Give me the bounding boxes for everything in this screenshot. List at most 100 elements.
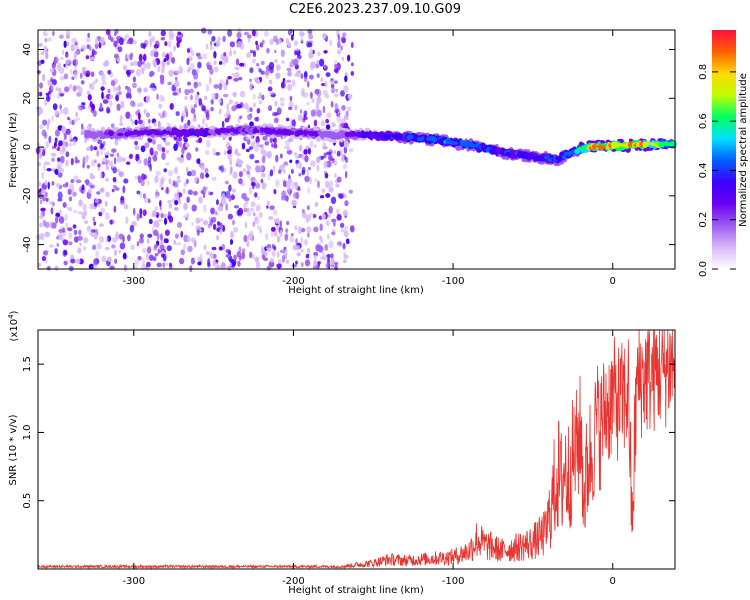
noise-speckle	[53, 56, 57, 65]
noise-speckle	[50, 207, 54, 215]
noise-speckle	[42, 119, 48, 126]
noise-speckle	[92, 244, 97, 250]
noise-speckle	[298, 145, 302, 152]
noise-speckle	[231, 188, 237, 193]
noise-speckle	[278, 169, 282, 175]
spectrogram-x-axis-label: Height of straight line (km)	[288, 285, 424, 296]
noise-speckle	[146, 261, 151, 268]
noise-speckle	[229, 231, 234, 239]
noise-speckle	[129, 93, 132, 100]
noise-speckle	[250, 142, 255, 148]
noise-speckle	[167, 200, 172, 204]
noise-speckle	[54, 169, 59, 174]
noise-speckle	[90, 232, 94, 238]
noise-speckle	[335, 183, 340, 188]
noise-speckle	[38, 181, 42, 187]
noise-speckle	[301, 227, 306, 233]
noise-speckle	[258, 164, 264, 172]
noise-speckle	[152, 229, 159, 236]
noise-speckle	[235, 58, 240, 66]
noise-speckle	[187, 245, 193, 253]
noise-speckle	[154, 150, 159, 156]
noise-speckle	[113, 205, 117, 213]
noise-speckle	[112, 85, 116, 93]
noise-speckle	[86, 44, 90, 50]
noise-speckle	[47, 181, 50, 190]
noise-speckle	[343, 140, 350, 148]
noise-speckle	[111, 244, 116, 249]
noise-speckle	[51, 202, 56, 207]
noise-speckle	[266, 243, 272, 249]
noise-speckle	[183, 181, 187, 187]
noise-speckle	[38, 107, 43, 115]
snr-frame	[37, 329, 676, 570]
noise-speckle	[297, 114, 303, 122]
spectrogram-y-axis-label: Frequency (Hz)	[8, 112, 19, 188]
noise-speckle	[61, 49, 65, 56]
noise-speckle	[227, 213, 233, 220]
noise-speckle	[330, 196, 337, 205]
noise-speckle	[151, 87, 156, 92]
noise-speckle	[335, 88, 339, 93]
noise-speckle	[303, 148, 308, 155]
noise-speckle	[252, 93, 256, 100]
noise-speckle	[227, 152, 233, 160]
noise-speckle	[250, 181, 256, 187]
noise-speckle	[236, 250, 242, 258]
noise-speckle	[186, 57, 190, 66]
noise-speckle	[72, 138, 77, 146]
noise-speckle	[285, 195, 289, 202]
noise-speckle	[271, 250, 276, 257]
noise-speckle	[228, 99, 233, 105]
noise-speckle	[71, 37, 77, 44]
noise-speckle	[145, 95, 151, 103]
noise-speckle	[286, 79, 292, 83]
noise-speckle	[195, 147, 199, 152]
noise-speckle	[343, 259, 347, 264]
noise-speckle	[256, 62, 260, 67]
noise-speckle	[105, 28, 111, 36]
noise-speckle	[51, 157, 55, 162]
noise-speckle	[110, 123, 115, 129]
noise-speckle	[340, 90, 345, 97]
noise-speckle	[126, 40, 130, 45]
noise-speckle	[64, 53, 69, 59]
noise-speckle	[305, 214, 311, 222]
noise-speckle	[162, 213, 167, 218]
noise-speckle	[310, 109, 316, 117]
noise-speckle	[295, 245, 301, 251]
noise-speckle	[139, 208, 143, 216]
noise-speckle	[284, 233, 289, 241]
noise-speckle	[184, 96, 188, 101]
noise-speckle	[256, 196, 260, 200]
noise-speckle	[343, 252, 347, 257]
noise-speckle	[38, 151, 43, 160]
noise-speckle	[65, 221, 69, 230]
noise-speckle	[242, 168, 247, 173]
noise-speckle	[284, 139, 291, 146]
noise-speckle	[156, 143, 163, 151]
noise-speckle	[209, 40, 213, 46]
noise-speckle	[100, 86, 105, 91]
noise-speckle	[37, 262, 42, 268]
noise-speckle	[172, 92, 178, 96]
noise-speckle	[94, 43, 99, 50]
noise-speckle	[309, 176, 312, 185]
noise-speckle	[58, 236, 62, 240]
noise-speckle	[136, 213, 140, 221]
noise-speckle	[68, 196, 73, 202]
noise-speckle	[339, 222, 345, 229]
noise-speckle	[111, 148, 117, 153]
noise-speckle	[99, 102, 103, 111]
noise-speckle	[42, 250, 49, 256]
noise-speckle	[232, 91, 237, 98]
noise-speckle	[211, 35, 216, 42]
noise-speckle	[49, 244, 55, 248]
noise-speckle	[193, 103, 197, 109]
noise-speckle	[222, 224, 226, 233]
noise-speckle	[135, 155, 140, 162]
noise-speckle	[140, 179, 145, 187]
noise-speckle	[247, 34, 252, 39]
noise-speckle	[260, 178, 264, 184]
noise-speckle	[316, 109, 323, 117]
